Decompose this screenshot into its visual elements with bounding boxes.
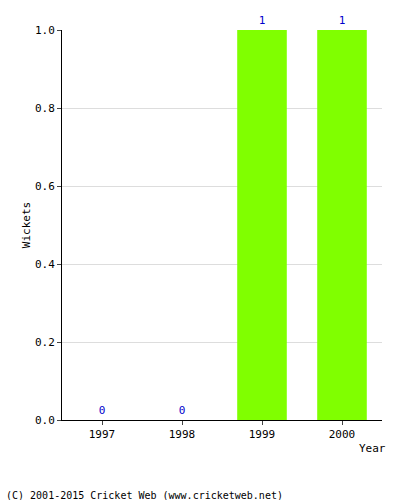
svg-text:0.2: 0.2 (35, 336, 55, 349)
svg-text:0: 0 (179, 404, 186, 417)
svg-text:0.8: 0.8 (35, 102, 55, 115)
svg-text:1999: 1999 (249, 428, 276, 441)
svg-text:0.0: 0.0 (35, 414, 55, 427)
svg-text:0: 0 (99, 404, 106, 417)
svg-text:(C) 2001-2015 Cricket Web (www: (C) 2001-2015 Cricket Web (www.cricketwe… (6, 490, 283, 500)
svg-text:0.6: 0.6 (35, 180, 55, 193)
svg-text:1998: 1998 (169, 428, 196, 441)
svg-text:Year: Year (359, 442, 386, 455)
svg-text:1.0: 1.0 (35, 24, 55, 37)
svg-text:1997: 1997 (89, 428, 116, 441)
svg-text:Wickets: Wickets (20, 202, 33, 248)
svg-text:2000: 2000 (329, 428, 356, 441)
svg-text:0.4: 0.4 (35, 258, 55, 271)
svg-text:1: 1 (339, 14, 346, 27)
svg-text:1: 1 (259, 14, 266, 27)
